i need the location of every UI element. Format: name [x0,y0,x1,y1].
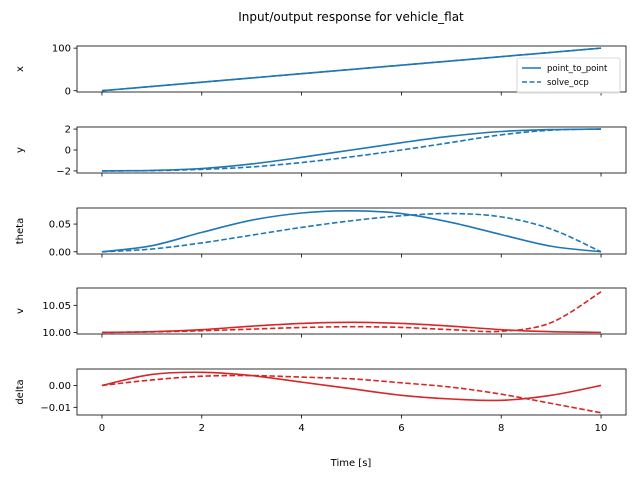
series-line-solve-ocp-theta [101,212,602,253]
subplots: 0100x−202y0.000.05theta10.0010.05v−0.010… [15,44,627,434]
series-group [101,371,602,414]
subplot-frame [76,287,627,335]
chart-title: Input/output response for vehicle_flat [238,10,464,24]
x-tick-label: 8 [498,423,504,434]
series-line-point-to-point-theta [101,209,602,253]
y-axis-label-y: y [15,147,26,153]
legend: point_to_point solve_ocp [516,57,621,94]
y-tick-label-v: 10.00 [42,328,71,339]
y-axis-label-v: v [15,308,26,314]
subplot-theta: 0.00 0.05 theta [15,207,627,258]
y-tick-label-x: 100 [52,44,71,55]
x-tick-label: 2 [199,423,205,434]
y-axis-label-theta: theta [15,218,26,244]
series-group [101,47,602,92]
legend-label-point-to-point: point_to_point [547,64,608,74]
x-tick-label: 4 [298,423,304,434]
series-group [101,209,602,253]
series-line-solve-ocp-delta [101,374,602,414]
y-tick-label-y: 0 [65,146,71,157]
y-tick-label-theta: 0.05 [49,220,71,231]
series-line-solve-ocp-x [101,47,602,92]
y-tick-label-y: −2 [56,167,71,178]
y-tick-label-delta: 0.00 [49,381,71,392]
x-axis-label: Time [s] [330,458,372,469]
series-group [101,128,602,172]
y-tick-label-v: 10.05 [42,301,71,312]
legend-box [516,57,621,94]
subplot-frame [76,368,627,416]
y-axis-label-delta: delta [15,379,26,404]
y-tick-label-y: 2 [65,125,71,136]
subplot-delta: −0.01 0.00 0 2 4 6 8 10 delta [15,368,627,434]
x-tick-label: 10 [595,423,608,434]
legend-label-solve-ocp: solve_ocp [547,78,589,88]
series-line-solve-ocp-v [101,291,602,334]
subplot-y: −2 0 2 y [15,125,627,178]
series-line-point-to-point-delta [101,371,602,402]
y-axis-label-x: x [15,66,26,72]
subplot-frame [76,207,627,255]
subplot-x: 0 100 x [15,44,627,97]
series-line-solve-ocp-y [101,128,602,172]
y-tick-label-delta: −0.01 [40,403,71,414]
series-group [101,291,602,334]
y-tick-label-theta: 0.00 [49,247,71,258]
x-tick-label: 6 [398,423,404,434]
subplot-frame [76,45,627,93]
subplot-v: 10.00 10.05 v [15,287,627,339]
y-tick-label-x: 0 [65,86,71,97]
x-tick-label: 0 [99,423,105,434]
